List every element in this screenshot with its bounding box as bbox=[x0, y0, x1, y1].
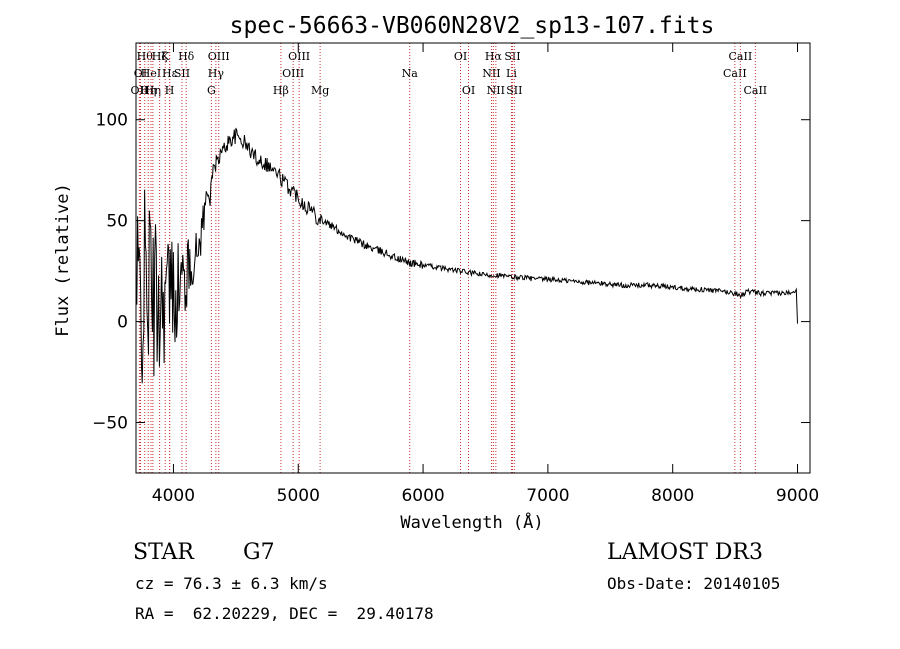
spectral-line-label: CaII bbox=[723, 67, 747, 80]
spectral-line-label: SII bbox=[506, 84, 522, 97]
spectral-line-label: Hε bbox=[162, 67, 178, 80]
x-tick-label: 8000 bbox=[651, 486, 694, 506]
spectral-line-label: OI bbox=[134, 67, 147, 80]
y-tick-label: −50 bbox=[92, 414, 128, 434]
spectral-line-label: Li bbox=[506, 67, 517, 80]
spectral-line-label: CaII bbox=[729, 50, 753, 63]
spectral-line-label: OIII bbox=[282, 67, 304, 80]
spectral-line-label: Hη bbox=[145, 84, 161, 97]
spectral-line-label: SII bbox=[174, 67, 190, 80]
y-tick-label: 100 bbox=[96, 111, 128, 131]
spectral-line-label: Hζ bbox=[152, 50, 168, 63]
spectral-line-label: Hβ bbox=[273, 84, 289, 97]
spectral-line-label: H bbox=[165, 84, 175, 97]
y-axis-label: Flux (relative) bbox=[53, 183, 73, 337]
spectral-line-label: Hδ bbox=[178, 50, 195, 63]
redshift-readout: cz = 76.3 ± 6.3 km/s bbox=[135, 574, 328, 593]
subclass: G7 bbox=[243, 540, 275, 565]
spectral-line-label: CaII bbox=[743, 84, 767, 97]
x-tick-label: 7000 bbox=[526, 486, 569, 506]
x-axis-label: Wavelength (Å) bbox=[400, 511, 543, 533]
spectral-line-label: NII bbox=[487, 84, 505, 97]
obs-date: Obs-Date: 20140105 bbox=[607, 574, 781, 593]
y-tick-label: 0 bbox=[117, 313, 128, 333]
survey-name: LAMOST DR3 bbox=[607, 540, 763, 565]
coordinates: RA = 62.20229, DEC = 29.40178 bbox=[135, 604, 434, 623]
spectral-line-label: OIII bbox=[208, 50, 230, 63]
x-tick-label: 6000 bbox=[401, 486, 444, 506]
spectral-line-label: Hα bbox=[485, 50, 503, 63]
spectrum-flux-line bbox=[135, 127, 798, 384]
spectral-line-label: HeI bbox=[141, 67, 161, 80]
x-tick-label: 9000 bbox=[776, 486, 819, 506]
spectral-line-label: Mg bbox=[311, 84, 329, 97]
y-tick-label: 50 bbox=[106, 212, 128, 232]
chart-title: spec-56663-VB060N28V2_sp13-107.fits bbox=[230, 13, 715, 39]
spectral-line-label: Hθ bbox=[137, 50, 154, 63]
spectral-line-label: OI bbox=[454, 50, 467, 63]
spectral-line-label: OIII bbox=[288, 50, 310, 63]
x-tick-label: 4000 bbox=[152, 486, 195, 506]
spectral-line-label: Hη bbox=[140, 84, 156, 97]
spectral-line-label: OI bbox=[462, 84, 475, 97]
spectral-line-label: Hγ bbox=[208, 67, 225, 80]
x-tick-label: 5000 bbox=[277, 486, 320, 506]
spectral-line-label: K bbox=[161, 50, 170, 63]
plot-frame bbox=[135, 42, 811, 474]
spectral-line-label: G bbox=[207, 84, 216, 97]
spectral-line-label: NII bbox=[482, 67, 500, 80]
spectral-line-label: SII bbox=[504, 50, 520, 63]
spectral-line-label: OII bbox=[131, 84, 149, 97]
spectral-line-label: Na bbox=[402, 67, 419, 80]
object-class: STAR bbox=[133, 540, 194, 565]
